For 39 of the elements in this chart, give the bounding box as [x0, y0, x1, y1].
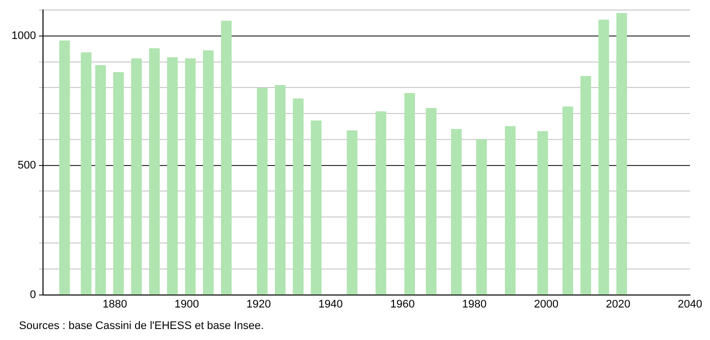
x-tick-label: 2040 [678, 298, 702, 310]
source-note: Sources : base Cassini de l'EHESS et base Insee. [19, 320, 264, 332]
bar [131, 58, 142, 295]
x-tick-label: 1980 [462, 298, 487, 310]
x-tick-label: 1940 [318, 298, 343, 310]
y-tick-label: 1000 [12, 30, 36, 42]
bar [537, 131, 548, 295]
bar [95, 65, 106, 295]
bar [220, 20, 232, 295]
bar [256, 88, 268, 295]
x-tick-label: 1880 [102, 298, 128, 310]
bar [113, 72, 124, 295]
bar [346, 130, 358, 295]
bar [274, 85, 286, 295]
x-tick-label: 1920 [246, 298, 271, 310]
bar [404, 93, 415, 295]
bar [598, 20, 610, 295]
bar [149, 48, 160, 295]
bar [476, 139, 487, 295]
bar [292, 98, 304, 295]
bar [580, 76, 592, 295]
bar [562, 106, 574, 295]
bar [80, 52, 92, 295]
bar [203, 50, 214, 295]
x-tick-label: 2000 [534, 298, 558, 310]
bar [167, 57, 178, 295]
bar [616, 13, 628, 295]
bar [185, 58, 196, 295]
y-tick-label: 0 [30, 288, 36, 301]
bar [376, 111, 386, 295]
bar [504, 126, 516, 295]
x-tick-label: 1900 [174, 298, 200, 310]
bar [451, 129, 462, 295]
x-tick-label: 2020 [606, 298, 630, 310]
bar [59, 40, 70, 295]
y-tick-label: 500 [18, 159, 36, 172]
bar [310, 120, 322, 295]
x-tick-label: 1960 [390, 298, 415, 310]
bar [426, 108, 437, 295]
